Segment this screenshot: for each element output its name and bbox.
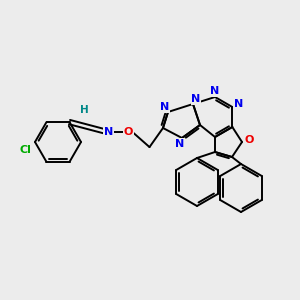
Text: O: O xyxy=(244,135,254,145)
Text: N: N xyxy=(176,139,184,149)
Text: H: H xyxy=(80,105,89,115)
Text: N: N xyxy=(104,127,113,137)
Text: N: N xyxy=(234,99,243,109)
Text: Cl: Cl xyxy=(19,145,31,155)
Text: N: N xyxy=(210,86,220,96)
Text: O: O xyxy=(124,127,133,137)
Text: N: N xyxy=(191,94,201,104)
Text: N: N xyxy=(160,102,169,112)
